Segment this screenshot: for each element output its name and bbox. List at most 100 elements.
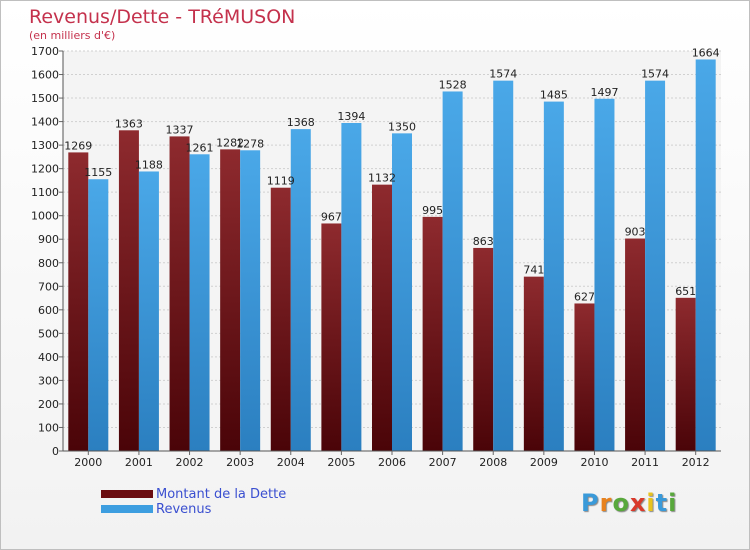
bar-revenue-2002 (189, 154, 210, 451)
logo-letter: r (599, 489, 613, 517)
data-label-revenue-2004: 1368 (287, 116, 315, 129)
chart-title: Revenus/Dette - TRéMUSON (29, 6, 296, 28)
logo-letter: i (668, 489, 678, 517)
axes: 0 100 200 300 400 500 600 700 800 900 1000 1100 1200… (31, 45, 721, 469)
bar-debt-2009 (523, 276, 544, 451)
data-label-revenue-2005: 1394 (337, 110, 365, 123)
bar-revenue-2006 (392, 133, 412, 451)
bar-revenue-2009 (543, 101, 564, 452)
proxiti-logo: Proxiti (581, 489, 677, 517)
data-label-revenue-2001: 1188 (135, 158, 163, 171)
bar-revenue-2011 (645, 80, 666, 451)
y-tick-label: 1000 (31, 210, 59, 223)
bar-debt-2005 (321, 223, 342, 451)
data-label-debt-2009: 741 (523, 264, 544, 277)
x-tick-label: 2000 (74, 456, 102, 469)
y-tick-label: 1700 (31, 45, 59, 58)
data-label-revenue-2007: 1528 (439, 78, 467, 91)
data-label-revenue-2012: 1664 (692, 46, 720, 59)
y-tick-label: 700 (38, 280, 59, 293)
y-tick-label: 1300 (31, 139, 59, 152)
bar-debt-2010 (574, 303, 595, 451)
x-tick-label: 2001 (125, 456, 153, 469)
data-label-debt-2011: 903 (625, 226, 646, 239)
x-tick-label: 2006 (378, 456, 406, 469)
x-tick-label: 2010 (580, 456, 608, 469)
y-tick-label: 900 (38, 233, 59, 246)
bar-debt-2012 (675, 297, 696, 451)
bar-debt-2004 (270, 187, 291, 452)
bar-revenue-2007 (442, 91, 463, 452)
bar-revenue-2000 (88, 179, 109, 451)
data-label-debt-2000: 1269 (64, 139, 92, 152)
data-label-debt-2008: 863 (473, 235, 494, 248)
data-label-revenue-2006: 1350 (388, 120, 416, 133)
data-label-debt-2006: 1132 (368, 172, 396, 185)
bar-debt-2001 (118, 130, 139, 451)
data-label-revenue-2010: 1497 (590, 86, 618, 99)
data-label-revenue-2011: 1574 (641, 68, 669, 81)
bar-debt-2011 (625, 238, 646, 451)
data-label-debt-2004: 1119 (267, 175, 295, 188)
data-label-revenue-2008: 1574 (489, 68, 517, 81)
legend-label-revenue: Revenus (156, 502, 212, 517)
y-tick-label: 600 (38, 304, 59, 317)
bar-debt-2000 (68, 152, 89, 452)
y-tick-label: 300 (38, 374, 59, 387)
y-tick-label: 1500 (31, 92, 59, 105)
bar-revenue-2005 (341, 123, 362, 451)
y-tick-label: 400 (38, 351, 59, 364)
data-label-debt-2005: 967 (321, 210, 342, 223)
logo-letter: o (612, 489, 630, 517)
bar-revenue-2008 (493, 80, 514, 451)
logo-letter: P (581, 489, 600, 517)
bar-debt-2002 (169, 136, 190, 452)
data-label-debt-2002: 1337 (166, 123, 194, 136)
logo-letter: t (655, 489, 669, 517)
x-tick-label: 2008 (479, 456, 507, 469)
x-tick-label: 2011 (631, 456, 659, 469)
x-tick-label: 2003 (226, 456, 254, 469)
y-tick-label: 0 (52, 445, 59, 458)
data-label-revenue-2000: 1155 (84, 166, 112, 179)
logo-letter: i (646, 489, 656, 517)
y-tick-label: 1400 (31, 116, 59, 129)
data-label-revenue-2002: 1261 (186, 141, 214, 154)
x-tick-label: 2004 (277, 456, 305, 469)
data-label-revenue-2009: 1485 (540, 89, 568, 102)
data-label-debt-2003: 1282 (216, 136, 244, 149)
y-tick-label: 1100 (31, 186, 59, 199)
x-tick-label: 2007 (429, 456, 457, 469)
chart-subtitle: (en milliers d'€) (29, 29, 116, 42)
data-label-debt-2010: 627 (574, 290, 595, 303)
bars (68, 59, 716, 452)
x-tick-label: 2005 (327, 456, 355, 469)
legend-swatch-revenue (101, 505, 153, 513)
bar-debt-2007 (422, 216, 443, 451)
bar-revenue-2012 (695, 59, 716, 452)
bar-debt-2006 (372, 184, 392, 451)
x-tick-label: 2002 (176, 456, 204, 469)
y-tick-label: 200 (38, 398, 59, 411)
logo-letter: x (629, 489, 647, 517)
x-tick-label: 2009 (530, 456, 558, 469)
data-label-revenue-2003: 1278 (236, 137, 264, 150)
legend-label-debt: Montant de la Dette (156, 487, 287, 502)
data-label-debt-2007: 995 (422, 204, 443, 217)
y-tick-label: 1200 (31, 163, 59, 176)
bar-debt-2008 (473, 247, 494, 451)
data-label-debt-2001: 1363 (115, 117, 143, 130)
y-tick-label: 800 (38, 257, 59, 270)
bar-revenue-2010 (594, 98, 615, 451)
y-tick-label: 100 (38, 421, 59, 434)
legend-swatch-debt (101, 490, 153, 498)
y-tick-label: 500 (38, 327, 59, 340)
bar-revenue-2003 (240, 150, 261, 451)
bar-debt-2003 (220, 149, 241, 451)
data-label-debt-2012: 651 (675, 285, 696, 298)
bar-revenue-2004 (290, 129, 311, 451)
y-tick-label: 1600 (31, 69, 59, 82)
